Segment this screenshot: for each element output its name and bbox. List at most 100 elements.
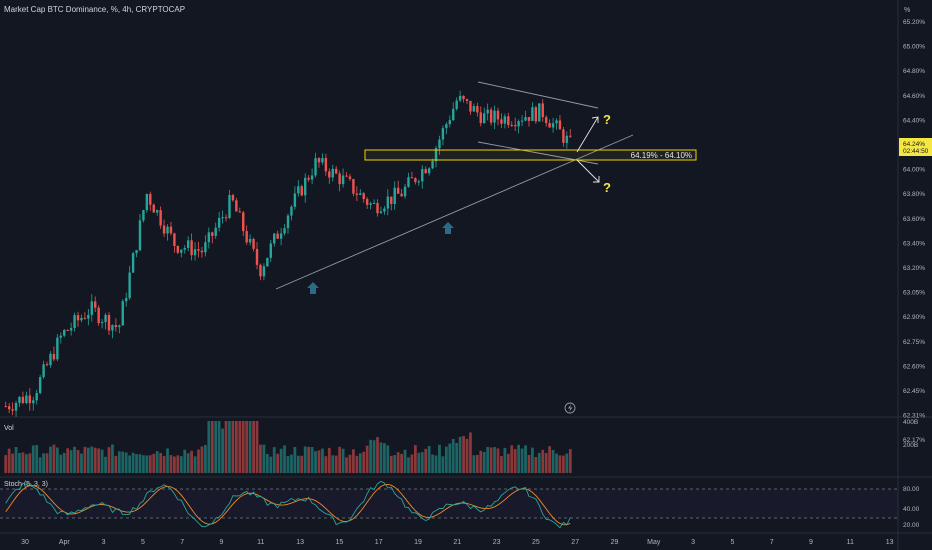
candle-body (286, 215, 290, 229)
volume-bar (531, 447, 534, 473)
candle-body (328, 171, 331, 178)
candle-body (503, 116, 507, 124)
candle-body (462, 95, 465, 100)
time-tick: 30 (21, 539, 29, 546)
volume-bar (214, 421, 218, 473)
candle-body (245, 231, 248, 243)
volume-bar (286, 456, 290, 473)
volume-bar (221, 428, 224, 473)
volume-bar (76, 450, 80, 473)
price-scale-unit: % (904, 7, 910, 14)
candle-body (138, 220, 142, 251)
candle-body (63, 330, 66, 336)
chart-title: Market Cap BTC Dominance, %, 4h, CRYPTOC… (4, 5, 185, 14)
volume-bar (448, 443, 452, 473)
price-tick: 64.80% (903, 68, 925, 75)
volume-title: Vol (4, 425, 14, 432)
time-tick: 9 (809, 539, 813, 546)
time-tick: 7 (180, 539, 184, 546)
volume-bar (228, 421, 231, 473)
volume-bar (486, 446, 490, 473)
candle-body (551, 123, 555, 128)
price-tick: 62.60% (903, 363, 925, 370)
candle-body (407, 177, 410, 187)
price-tick: 64.40% (903, 117, 925, 124)
volume-bar (527, 454, 531, 473)
volume-bar (45, 453, 49, 473)
volume-bar (190, 450, 193, 473)
volume-bar (434, 455, 438, 473)
volume-bar (269, 456, 273, 473)
candle-body (149, 193, 152, 205)
volume-bar (111, 444, 114, 473)
volume-bar (500, 456, 503, 473)
volume-bar (169, 455, 173, 473)
candle-body (372, 202, 376, 204)
candle-body (159, 210, 162, 226)
candle-body (228, 195, 231, 218)
price-tick: 63.20% (903, 265, 925, 272)
volume-bar (238, 421, 242, 473)
candle-body (541, 103, 544, 118)
candle-body (193, 249, 197, 256)
candle-body (359, 193, 362, 195)
candle-body (410, 177, 414, 179)
volume-bar (107, 447, 111, 473)
volume-bar (131, 452, 135, 473)
candle-body (483, 113, 486, 124)
volume-bar (562, 455, 565, 473)
volume-bar (42, 453, 45, 473)
volume-bar (166, 448, 169, 473)
volume-bar (24, 454, 28, 473)
time-tick: 13 (886, 539, 894, 546)
volume-bar (303, 446, 307, 473)
breakout-up-arrow (576, 116, 599, 153)
candle-body (403, 186, 407, 197)
volume-bar (469, 432, 472, 473)
candle-body (269, 243, 272, 258)
volume-bar (317, 450, 321, 473)
breakout-up-arrowhead (591, 116, 599, 123)
candle-body (49, 353, 52, 366)
volume-bar (451, 438, 455, 473)
price-tick: 63.40% (903, 240, 925, 247)
volume-bar (245, 421, 249, 473)
price-tick: 63.60% (903, 216, 925, 223)
candle-body (276, 233, 279, 239)
candle-body (390, 196, 393, 204)
lightning-icon[interactable] (564, 402, 576, 414)
stoch-tick-20: 20.00 (903, 522, 920, 529)
volume-bar (11, 453, 14, 473)
candle-body (7, 406, 11, 410)
candle-body (431, 161, 434, 169)
candle-body (28, 395, 32, 404)
candle-body (310, 175, 314, 180)
candle-body (231, 195, 235, 201)
candle-body (155, 210, 159, 213)
stoch-band (0, 489, 898, 518)
candle-body (493, 110, 496, 123)
time-tick: 15 (336, 539, 344, 546)
bounce-up-arrow-2 (442, 222, 454, 234)
candle-body (204, 242, 207, 253)
volume-bar (49, 446, 52, 473)
candle-body (11, 409, 14, 411)
volume-bar (135, 454, 138, 473)
volume-bar (420, 452, 424, 473)
volume-bar (300, 455, 304, 473)
time-axis[interactable]: 30 Apr 3 5 7 9 11 13 15 17 19 21 23 25 27 29 May 3 5 7 9 11 13 (21, 539, 893, 546)
volume-bar (410, 454, 414, 473)
candle-body (128, 272, 131, 299)
volume-bar (369, 439, 372, 473)
candle-body (531, 107, 534, 121)
volume-bar (93, 447, 97, 473)
volume-bar (176, 455, 180, 473)
volume-bar (489, 447, 493, 473)
candle-body (131, 253, 135, 273)
volume-bar (296, 455, 300, 473)
volume-bar (272, 447, 276, 473)
volume-bar (341, 448, 345, 473)
volume-bar (334, 455, 338, 473)
time-tick: 25 (532, 539, 540, 546)
